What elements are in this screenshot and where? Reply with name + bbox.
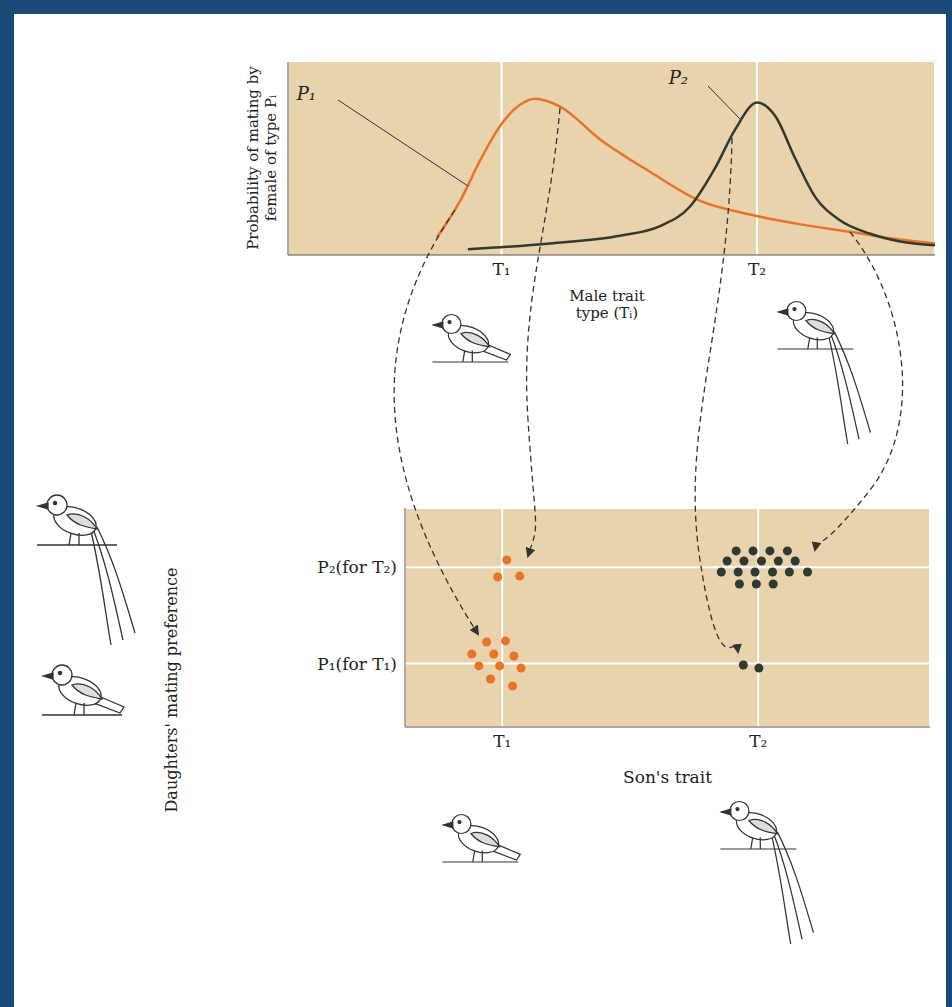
svg-text:P₂: P₂	[668, 67, 688, 88]
svg-text:P₁(for T₁): P₁(for T₁)	[317, 654, 397, 674]
html-text:Male trait type (Tᵢ): Male trait type (Tᵢ)	[569, 287, 645, 323]
svg-text:T₂: T₂	[749, 731, 767, 751]
svg-text:T₂: T₂	[748, 259, 766, 279]
svg-text:P₂(for T₂): P₂(for T₂)	[317, 557, 397, 577]
svg-text:T₁: T₁	[493, 731, 511, 751]
html-text:Daughters' mating preference: Daughters' mating preference	[162, 567, 182, 813]
svg-text:Son's trait: Son's trait	[623, 767, 712, 787]
svg-text:T₁: T₁	[492, 259, 510, 279]
svg-text:P₁: P₁	[296, 83, 316, 104]
html-text:Probability of mating by femal: Probability of mating by female of type …	[244, 66, 280, 250]
